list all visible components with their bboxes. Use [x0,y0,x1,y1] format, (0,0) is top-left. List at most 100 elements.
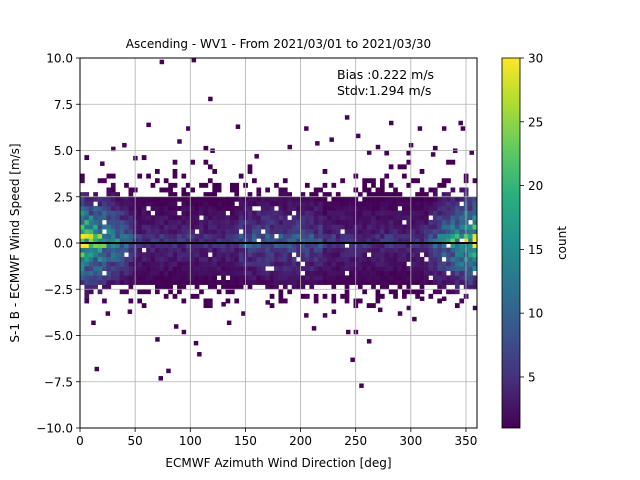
heatmap-cell [410,219,416,225]
heatmap-cell [472,229,477,235]
heatmap-cell [137,233,143,239]
outlier-cell [329,137,334,142]
heatmap-cell [221,266,226,272]
heatmap-cell [415,289,420,295]
heatmap-cell [260,247,266,253]
heatmap-cell [371,275,376,281]
heatmap-cell [419,215,425,221]
heatmap-cell [366,187,372,193]
heatmap-cell [212,210,218,216]
heatmap-cell [238,256,244,262]
heatmap-cell [304,201,310,207]
heatmap-cell [327,261,332,267]
heatmap-cell [309,229,315,235]
heatmap-cell [441,233,447,239]
heatmap-cell [110,266,116,272]
heatmap-cell [163,201,169,207]
heatmap-cell [371,219,376,225]
heatmap-cell [234,224,240,230]
heatmap-cell [410,215,416,221]
heatmap-cell [190,293,195,299]
heatmap-cell [229,243,235,248]
heatmap-cell [459,247,465,253]
heatmap-cell [110,196,116,202]
heatmap-cell [185,210,191,216]
heatmap-cell [260,215,266,221]
heatmap-cell [88,256,94,262]
heatmap-cell [441,219,447,225]
heatmap-cell [269,252,275,258]
heatmap-cell [212,206,218,211]
heatmap-cell [415,293,420,299]
heatmap-cell [274,247,279,253]
heatmap-cell [309,233,315,239]
heatmap-cell [194,201,200,207]
heatmap-cell [146,210,151,216]
heatmap-cell [309,266,315,272]
heatmap-cell [185,224,191,230]
heatmap-cell [172,243,178,248]
heatmap-cell [278,252,284,258]
heatmap-cell [450,219,456,225]
heatmap-cell [159,210,165,216]
heatmap-cell [159,275,165,281]
heatmap-cell [472,261,477,267]
heatmap-cell [225,215,231,221]
heatmap-cell [402,238,407,244]
heatmap-cell [379,238,385,244]
heatmap-cell [309,243,315,248]
heatmap-cell [322,247,328,253]
heatmap-cell [221,206,226,211]
heatmap-cell [185,229,191,235]
heatmap-cell [366,178,372,184]
heatmap-cell [203,201,209,207]
heatmap-cell [252,275,257,281]
heatmap-cell [362,182,368,188]
heatmap-cell [327,247,332,253]
heatmap-cell [181,284,187,290]
heatmap-cell [163,229,169,235]
heatmap-cell [80,266,85,272]
heatmap-cell [119,219,125,225]
heatmap-cell [102,206,107,211]
outlier-cell [377,307,383,313]
heatmap-cell [84,233,90,239]
heatmap-cell [194,270,200,276]
heatmap-cell [388,256,394,262]
heatmap-cell [327,201,332,207]
heatmap-cell [362,196,368,202]
heatmap-cell [406,206,412,211]
heatmap-cell [177,280,182,285]
heatmap-cell [265,187,270,193]
heatmap-cell [278,289,284,295]
heatmap-cell [110,233,116,239]
heatmap-cell [247,219,253,225]
heatmap-cell [207,280,213,285]
heatmap-cell [252,233,257,239]
heatmap-cell [454,252,460,258]
heatmap-cell [406,256,412,262]
heatmap-cell [357,210,363,216]
heatmap-cell [388,289,394,295]
heatmap-cell [88,275,94,281]
heatmap-cell [93,192,98,198]
heatmap-cell [115,224,120,230]
heatmap-cell [450,270,456,276]
heatmap-cell [335,215,341,221]
heatmap-cell [128,266,134,272]
heatmap-cell [415,206,420,211]
heatmap-cell [181,252,187,258]
heatmap-cell [309,219,315,225]
heatmap-cell [371,233,376,239]
heatmap-cell [397,215,403,221]
heatmap-cell [106,210,112,216]
heatmap-cell [437,201,443,207]
heatmap-cell [424,215,429,221]
heatmap-cell [410,243,416,248]
heatmap-cell [190,187,195,193]
heatmap-cell [252,196,257,202]
heatmap-cell [454,229,460,235]
outlier-cell [146,122,151,128]
heatmap-cell [384,270,390,276]
heatmap-cell [424,247,429,253]
